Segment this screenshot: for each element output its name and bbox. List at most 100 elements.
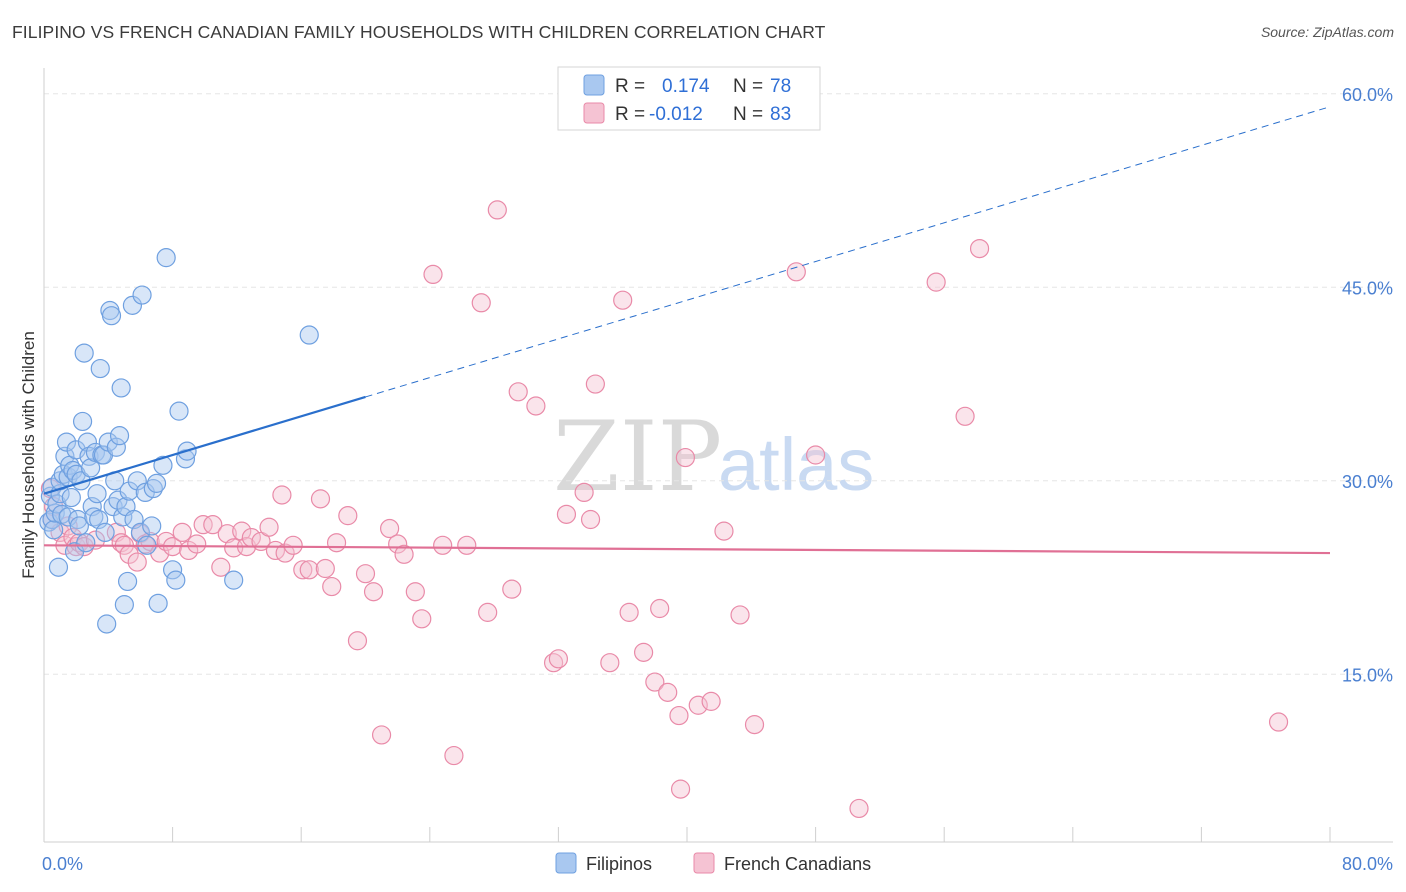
french-canadians-point-53 [405, 582, 425, 602]
legend-swatch-filipinos [583, 74, 605, 96]
y-tick-label-3: 60.0% [1342, 85, 1393, 105]
french-canadians-point-61 [487, 200, 507, 220]
french-canadians-point-27 [211, 557, 231, 577]
legend-r-label-french-canadians: R = [615, 104, 645, 125]
filipinos-point-43 [101, 306, 122, 326]
stats-legend: R = 0.174 N = 78 R = -0.012 N = 83 [557, 66, 821, 131]
filipinos-point-65 [148, 593, 168, 613]
french-canadians-point-59 [471, 293, 491, 313]
x-tick-label-min: 0.0% [42, 854, 83, 874]
french-canadians-point-58 [457, 535, 477, 555]
french-canadians-point-47 [355, 564, 376, 584]
french-canadians-point-34 [259, 517, 279, 537]
legend-r-label-filipinos: R = [615, 76, 645, 97]
filipinos-point-74 [299, 325, 319, 345]
grid-lines [44, 93, 1393, 675]
legend-n-value-french-canadians: 83 [770, 104, 791, 125]
bottom-legend-swatch-filipinos [555, 852, 577, 874]
bottom-legend-swatch-french-canadians [693, 852, 715, 874]
french-canadians-point-78 [669, 705, 689, 726]
french-canadians-point-62 [502, 579, 522, 599]
chart-title: FILIPINO VS FRENCH CANADIAN FAMILY HOUSE… [12, 22, 826, 42]
series-legend: Filipinos French Canadians [555, 852, 871, 874]
filipinos-point-34 [87, 484, 107, 504]
french-canadians-point-67 [556, 504, 577, 524]
filipinos-point-50 [113, 507, 133, 527]
french-canadians-point-87 [805, 445, 826, 465]
french-canadians-point-44 [326, 533, 347, 553]
filipinos-point-30 [81, 458, 101, 478]
filipinos-point-25 [72, 411, 93, 432]
trend-lines [43, 106, 1331, 555]
filipinos-point-49 [111, 378, 131, 398]
french-canadians-point-88 [849, 798, 869, 819]
french-canadians-point-76 [650, 598, 670, 619]
legend-r-value-french-canadians: -0.012 [649, 104, 703, 125]
french-canadians-point-15 [127, 552, 147, 572]
french-canadians-point-41 [310, 489, 331, 509]
filipinos-point-73 [224, 570, 244, 590]
french-canadians-point-86 [786, 262, 806, 282]
french-canadians-point-60 [478, 602, 498, 622]
french-canadians-point-72 [613, 290, 633, 310]
french-canadians-point-54 [412, 609, 432, 629]
filipinos-point-28 [77, 432, 98, 452]
french-canadians-point-24 [187, 534, 207, 554]
french-canadians-point-80 [675, 447, 695, 468]
filipinos-trend-line [43, 395, 366, 495]
y-axis-title: Family Households with Children [19, 331, 38, 579]
french-canadians-point-48 [363, 582, 384, 602]
french-canadians-point-73 [619, 602, 639, 622]
french-canadians-point-22 [172, 522, 192, 543]
filipinos-points [39, 248, 319, 634]
french-canadians-point-74 [633, 642, 654, 662]
filipinos-point-67 [156, 248, 176, 268]
filipinos-point-51 [114, 595, 134, 615]
chart-source: Source: ZipAtlas.com [1260, 24, 1394, 40]
y-tick-label-1: 30.0% [1342, 472, 1393, 492]
french-canadians-point-83 [714, 521, 734, 541]
filipinos-point-36 [90, 358, 110, 379]
filipinos-point-40 [97, 614, 117, 634]
french-canadians-point-82 [701, 691, 721, 711]
filipinos-point-62 [142, 516, 162, 536]
axes [43, 68, 1393, 843]
french-canadians-point-57 [444, 745, 464, 766]
filipinos-point-46 [106, 437, 126, 457]
french-canadians-point-37 [275, 543, 295, 563]
french-canadians-point-50 [380, 518, 400, 539]
filipinos-point-66 [153, 455, 173, 475]
french-canadians-point-40 [299, 560, 319, 580]
french-canadians-point-89 [926, 272, 946, 292]
filipinos-point-54 [119, 481, 139, 501]
french-canadians-point-71 [600, 653, 620, 673]
french-canadians-point-69 [580, 509, 601, 530]
filipinos-point-68 [163, 560, 183, 580]
watermark-atlas: atlas [718, 423, 874, 506]
french-canadians-point-46 [347, 631, 368, 651]
filipinos-point-63 [143, 478, 163, 499]
french-canadians-point-64 [526, 396, 546, 416]
french-canadians-point-70 [585, 374, 605, 394]
french-canadians-point-68 [574, 482, 594, 503]
french-canadians-point-52 [394, 544, 414, 564]
french-canadians-point-25 [193, 515, 213, 535]
french-canadians-point-43 [322, 576, 342, 597]
french-canadians-point-30 [232, 521, 252, 541]
filipinos-point-22 [68, 509, 88, 530]
french-canadians-point-66 [548, 649, 569, 669]
french-canadians-point-55 [423, 264, 443, 284]
french-canadians-point-39 [293, 560, 313, 580]
french-canadians-point-91 [969, 239, 990, 259]
filipinos-point-59 [132, 285, 152, 305]
french-canadians-point-79 [670, 779, 691, 799]
filipinos-point-13 [56, 432, 77, 452]
french-canadians-point-92 [1268, 712, 1289, 732]
french-canadians-point-90 [955, 406, 975, 426]
french-canadians-point-85 [744, 715, 765, 735]
filipinos-point-4 [44, 520, 64, 540]
french-canadians-point-77 [658, 682, 678, 702]
legend-n-label-filipinos: N = [733, 76, 763, 97]
bottom-legend-label-filipinos: Filipinos [586, 854, 652, 874]
